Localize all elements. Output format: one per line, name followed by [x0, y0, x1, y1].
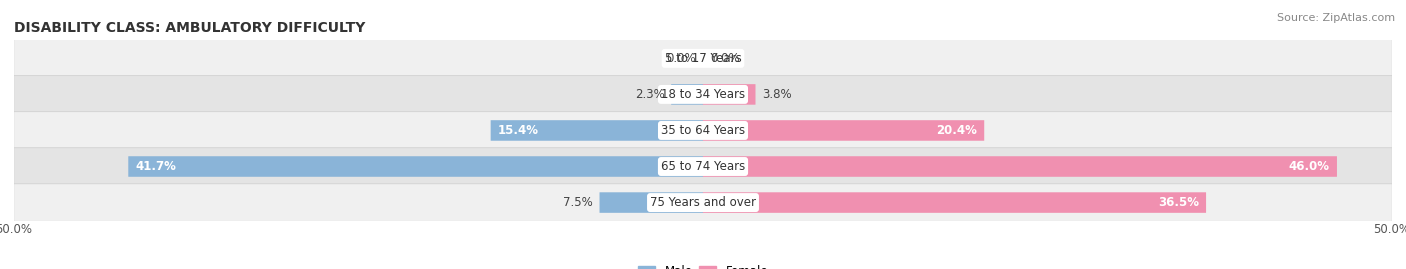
FancyBboxPatch shape: [14, 148, 1392, 185]
FancyBboxPatch shape: [14, 184, 1392, 221]
Text: 5 to 17 Years: 5 to 17 Years: [665, 52, 741, 65]
Text: 18 to 34 Years: 18 to 34 Years: [661, 88, 745, 101]
FancyBboxPatch shape: [599, 192, 703, 213]
Text: 3.8%: 3.8%: [762, 88, 792, 101]
Text: 36.5%: 36.5%: [1159, 196, 1199, 209]
FancyBboxPatch shape: [703, 192, 1206, 213]
Text: 15.4%: 15.4%: [498, 124, 538, 137]
Text: 7.5%: 7.5%: [562, 196, 593, 209]
FancyBboxPatch shape: [703, 156, 1337, 177]
Text: 35 to 64 Years: 35 to 64 Years: [661, 124, 745, 137]
Text: 41.7%: 41.7%: [135, 160, 176, 173]
FancyBboxPatch shape: [128, 156, 703, 177]
Text: 75 Years and over: 75 Years and over: [650, 196, 756, 209]
FancyBboxPatch shape: [14, 40, 1392, 77]
Text: 2.3%: 2.3%: [634, 88, 665, 101]
FancyBboxPatch shape: [14, 112, 1392, 149]
FancyBboxPatch shape: [703, 120, 984, 141]
FancyBboxPatch shape: [671, 84, 703, 105]
Text: Source: ZipAtlas.com: Source: ZipAtlas.com: [1277, 13, 1395, 23]
Text: 65 to 74 Years: 65 to 74 Years: [661, 160, 745, 173]
Text: 0.0%: 0.0%: [666, 52, 696, 65]
Text: 20.4%: 20.4%: [936, 124, 977, 137]
Text: 0.0%: 0.0%: [710, 52, 740, 65]
Text: 46.0%: 46.0%: [1289, 160, 1330, 173]
FancyBboxPatch shape: [14, 76, 1392, 113]
Legend: Male, Female: Male, Female: [633, 261, 773, 269]
Text: DISABILITY CLASS: AMBULATORY DIFFICULTY: DISABILITY CLASS: AMBULATORY DIFFICULTY: [14, 21, 366, 35]
FancyBboxPatch shape: [491, 120, 703, 141]
FancyBboxPatch shape: [703, 84, 755, 105]
